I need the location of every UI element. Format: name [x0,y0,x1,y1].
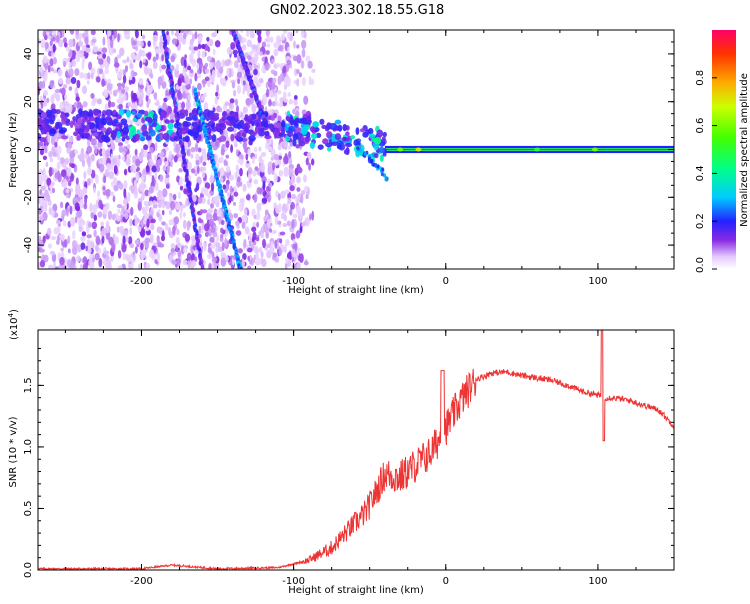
snr-ticks: -200 -100 0 100 0.0 0.5 1.0 1.5 [23,330,675,587]
snr-multiplier: (x104) [7,309,20,340]
spectrogram-ylabel: Frequency (Hz) [8,112,19,188]
spectrogram-heatmap [38,30,674,269]
snr-ylabel: SNR (10 * v/v) [8,416,19,487]
colorbar-tick-label: 0.6 [695,118,706,134]
snr-xtick-label: 0 [443,576,449,587]
spectrogram-ytick-label: -20 [23,189,34,205]
spectrogram-ytick-label: 40 [23,48,34,61]
snr-xtick-label: 100 [588,576,607,587]
colorbar: 0.0 0.2 0.4 0.6 0.8 Normalized spectral ampl… [695,30,750,273]
snr-frame [37,329,675,571]
snr-xtick-label: -100 [282,576,305,587]
snr-xlabel: Height of straight line (km) [288,585,424,596]
snr-xtick-label: -200 [130,576,153,587]
spectrogram-ytick-label: 0 [23,146,34,152]
spectrogram-ytick-label: 20 [23,95,34,108]
colorbar-tick-label: 0.2 [695,213,706,229]
snr-ytick-label: 0.0 [23,562,34,578]
spectrogram-xtick-label: -200 [130,276,153,287]
colorbar-ticks: 0.0 0.2 0.4 0.6 0.8 [695,70,717,273]
snr-panel: -200 -100 0 100 0.0 0.5 1.0 1.5 Height of strai… [7,309,675,596]
snr-series-line [37,329,675,572]
spectrogram-xtick-label: 100 [588,276,607,287]
spectrogram-ytick-label: -40 [23,237,34,253]
snr-ytick-label: 1.0 [23,439,34,455]
snr-ytick-label: 0.5 [23,501,34,517]
colorbar-tick-label: 0.8 [695,70,706,86]
spectrogram-xtick-label: -100 [282,276,305,287]
colorbar-label: Normalized spectral amplitude [739,73,750,227]
spectrogram-xtick-label: 0 [443,276,449,287]
colorbar-tick-label: 0.0 [695,257,706,273]
figure-title: GN02.2023.302.18.55.G18 [270,3,445,18]
colorbar-gradient [712,30,736,269]
snr-ytick-label: 1.5 [23,377,34,393]
colorbar-tick-label: 0.4 [695,165,706,181]
spectrogram-xlabel: Height of straight line (km) [288,285,424,296]
